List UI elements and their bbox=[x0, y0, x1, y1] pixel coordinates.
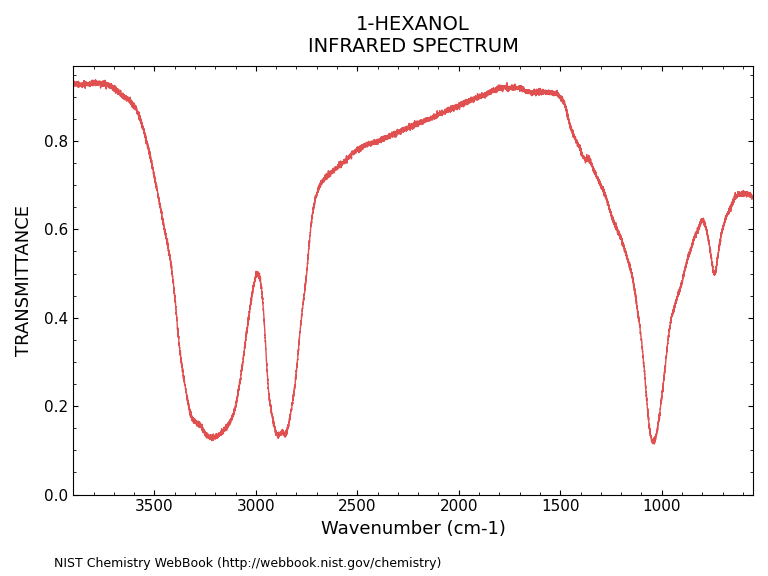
Text: NIST Chemistry WebBook (http://webbook.nist.gov/chemistry): NIST Chemistry WebBook (http://webbook.n… bbox=[54, 557, 441, 570]
Title: 1-HEXANOL
INFRARED SPECTRUM: 1-HEXANOL INFRARED SPECTRUM bbox=[308, 15, 518, 56]
Y-axis label: TRANSMITTANCE: TRANSMITTANCE bbox=[15, 204, 33, 356]
X-axis label: Wavenumber (cm-1): Wavenumber (cm-1) bbox=[321, 520, 505, 538]
